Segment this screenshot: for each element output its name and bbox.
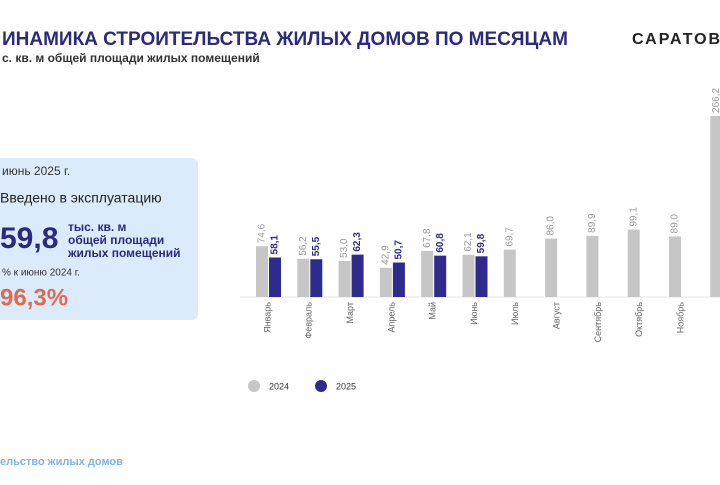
bar [297, 258, 310, 297]
legend-swatch [248, 380, 260, 392]
x-tick-label: Апрель [386, 302, 396, 333]
unit-line: общей площади [68, 233, 164, 247]
main-value: 59,8 [0, 222, 58, 255]
legend-label: 2024 [269, 381, 289, 391]
value-label: 89,0 [670, 214, 681, 234]
legend-swatch [315, 380, 327, 392]
bar [379, 267, 392, 297]
bar [421, 250, 434, 297]
value-label: 266,2 [711, 88, 720, 113]
value-label: 99,1 [628, 207, 639, 227]
x-tick-label: Февраль [304, 302, 314, 339]
info-panel [0, 158, 198, 320]
value-label: 62,3 [352, 232, 363, 252]
brand: САРАТОВС [632, 31, 720, 48]
value-label: 62,1 [463, 232, 474, 252]
compare-caption: % к июню 2024 г. [2, 268, 80, 279]
value-label: 56,2 [298, 236, 309, 256]
bar [434, 255, 447, 297]
x-tick-label: Май [428, 302, 438, 320]
x-tick-label: Июнь [469, 302, 479, 325]
compare-value: 96,3% [0, 284, 68, 311]
caption: Введено в эксплуатацию [0, 190, 162, 206]
bar [586, 235, 599, 297]
value-label: 89,9 [587, 213, 598, 233]
bar [475, 256, 488, 297]
bar [462, 254, 475, 297]
x-tick-label: Ноябрь [675, 302, 685, 334]
bar [256, 246, 268, 297]
footer: ельство жилых домов [0, 456, 123, 468]
value-label: 55,5 [311, 236, 322, 256]
bar [392, 262, 405, 297]
bar [503, 249, 516, 297]
bar [310, 259, 323, 297]
value-label: 86,0 [546, 216, 557, 236]
period: июнь 2025 г. [2, 164, 70, 178]
subtitle: с. кв. м общей площади жилых помещений [2, 51, 260, 65]
value-label: 42,9 [381, 245, 392, 265]
value-label: 59,8 [476, 233, 487, 253]
x-tick-label: Сентябрь [593, 302, 603, 343]
bar [351, 254, 364, 297]
unit-line: тыс. кв. м [68, 220, 127, 234]
x-tick-label: Октябрь [634, 302, 644, 337]
bar [545, 238, 558, 297]
value-label: 74,6 [257, 223, 268, 243]
unit-line: жилых помещений [67, 246, 181, 260]
x-tick-label: Июль [510, 302, 520, 325]
bar [338, 260, 351, 297]
x-tick-label: Август [551, 302, 561, 329]
bar [627, 229, 640, 297]
value-label: 58,1 [270, 235, 281, 255]
value-label: 60,8 [435, 233, 446, 253]
value-label: 53,0 [339, 238, 350, 258]
value-label: 67,8 [422, 228, 433, 248]
legend-label: 2025 [336, 381, 356, 391]
x-tick-label: Январь [262, 302, 272, 333]
x-tick-label: Март [345, 302, 355, 324]
bar [710, 115, 720, 297]
value-label: 50,7 [394, 240, 405, 260]
title: ИНАМИКА СТРОИТЕЛЬСТВА ЖИЛЫХ ДОМОВ ПО МЕС… [2, 29, 568, 50]
value-label: 69,7 [504, 227, 515, 247]
bar [669, 236, 681, 297]
bar [269, 257, 281, 297]
